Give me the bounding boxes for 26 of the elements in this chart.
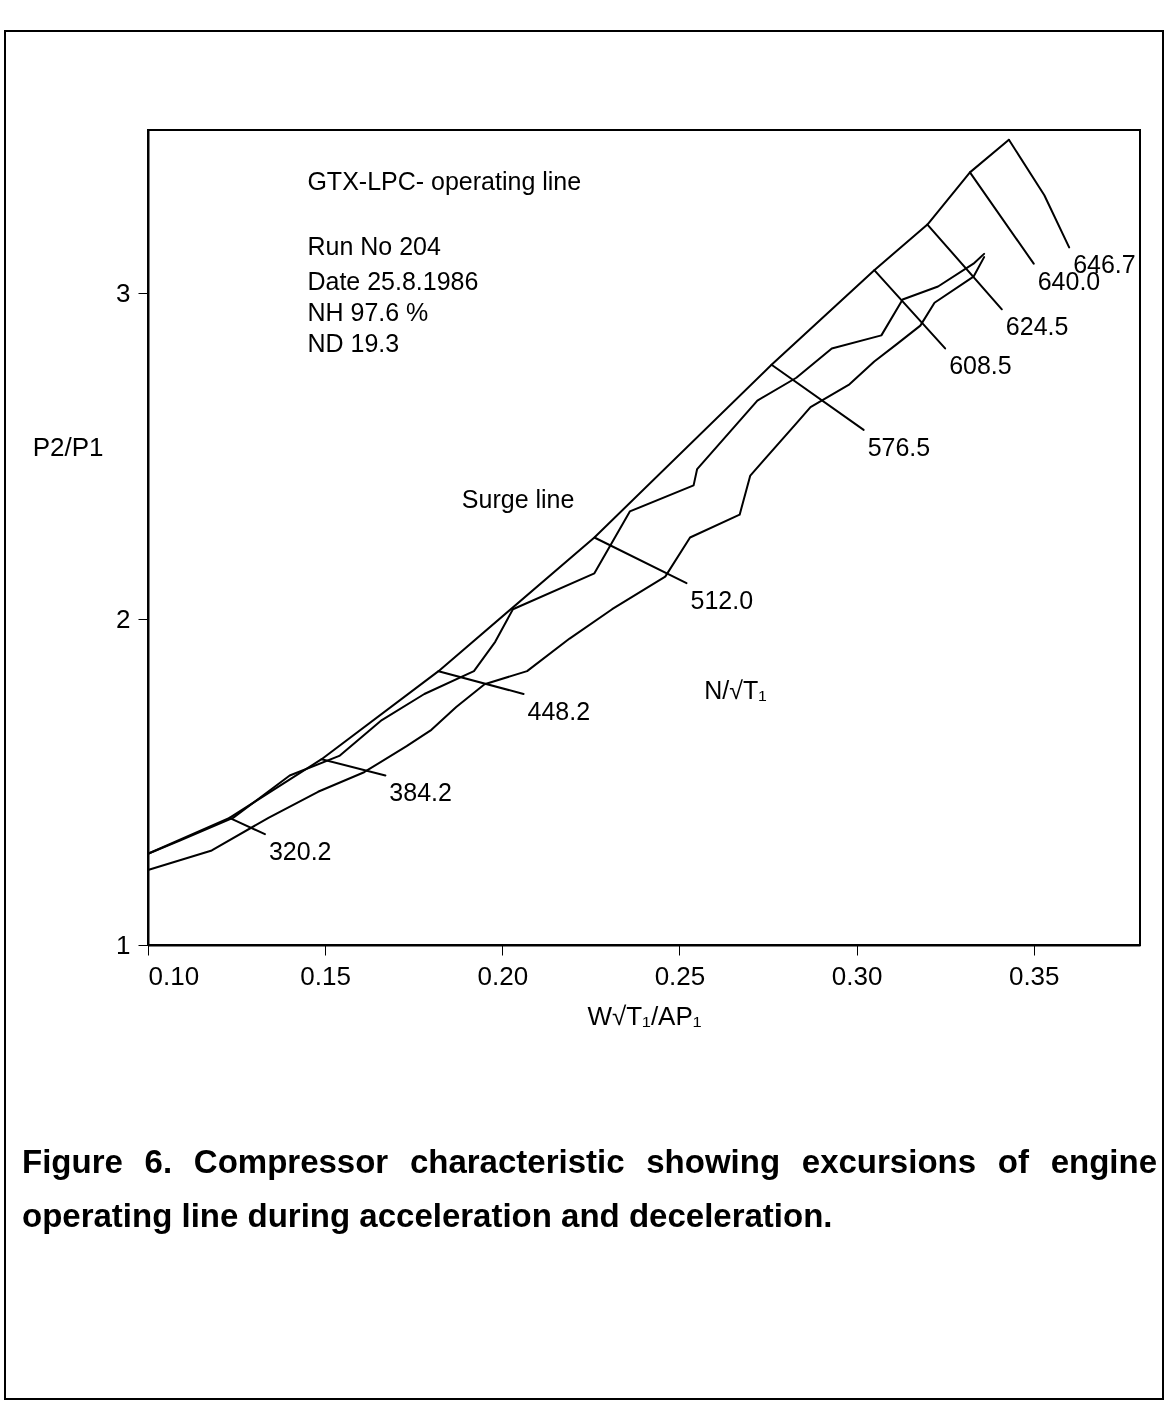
x-tick-label: 0.15	[300, 960, 351, 991]
annotation: Run No 204	[307, 232, 441, 261]
y-tick-label: 3	[116, 277, 131, 308]
series-label: 576.5	[867, 432, 931, 461]
x-tick-label: 0.25	[654, 960, 706, 991]
annotation: N/√T₁	[704, 675, 767, 704]
series-label: 624.5	[1005, 312, 1069, 341]
x-tick-label: 0.35	[1008, 960, 1060, 991]
caption: Figure 6. Compressor characteristic showing excursions of engine operating line during acceleration and deceleration.	[22, 1142, 1157, 1236]
x-tick-label: 0.30	[831, 960, 883, 991]
y-tick-label: 2	[116, 603, 131, 634]
x-tick-label: 0.20	[477, 960, 529, 991]
y-tick-label: 1	[116, 929, 131, 960]
x-tick-label: 0.10	[148, 960, 200, 991]
text: GTX-LPC- operating line	[307, 167, 582, 196]
series-label: 608.5	[949, 351, 1012, 380]
series-label: 448.2	[527, 696, 591, 725]
annotation: NH 97.6 %	[307, 297, 429, 326]
x-axis-title: W√T₁/AP₁	[587, 1000, 702, 1031]
y-axis-title: P2/P1	[32, 431, 104, 462]
series-label: 384.2	[389, 778, 452, 807]
annotation: ND 19.3	[307, 328, 400, 357]
series-label: 320.2	[268, 837, 332, 866]
series-label: 512.0	[690, 586, 754, 615]
series-label: Surge line	[461, 484, 575, 513]
annotation: Date 25.8.1986	[307, 266, 479, 295]
